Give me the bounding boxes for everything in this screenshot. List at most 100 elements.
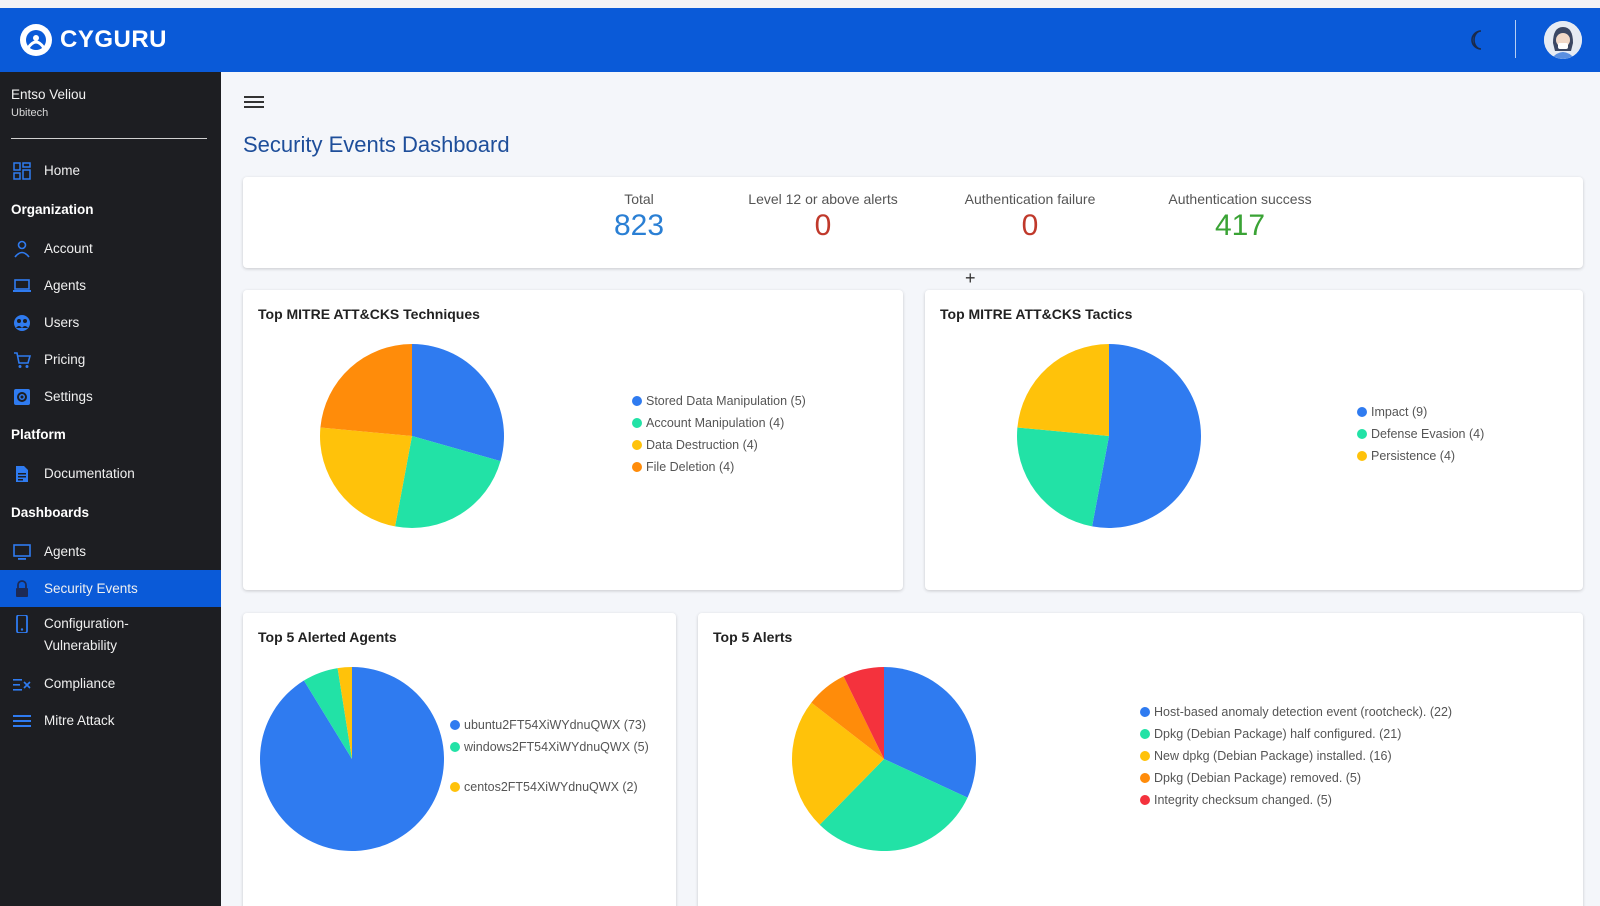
sidebar-item-account[interactable]: Account [0,230,221,267]
sidebar-item-label: Pricing [44,352,86,367]
page-title: Security Events Dashboard [243,132,510,157]
moon-icon[interactable] [1466,28,1490,52]
stat-value: 0 [814,209,832,242]
legend-item[interactable]: centos2FT54XiWYdnuQWX (2) [450,779,660,801]
legend-item[interactable]: Data Destruction (4) [632,437,892,459]
sidebar-item-security-events[interactable]: Security Events [0,570,221,607]
pie-slice[interactable] [1017,344,1109,436]
list-icon [13,714,31,727]
legend-label: Dpkg (Debian Package) half configured. (… [1154,727,1402,741]
pie-slice[interactable] [792,702,884,825]
sidebar-item-home[interactable]: Home [0,152,221,189]
pie-slice[interactable] [395,436,501,528]
sidebar-item-config-vulnerability[interactable]: Configuration-Vulnerability [0,609,221,661]
pie-slice[interactable] [320,427,412,527]
legend-dot-icon [632,440,642,450]
legend-item[interactable]: windows2FT54XiWYdnuQWX (5) [450,739,660,779]
user-org: Ubitech [11,107,49,119]
sidebar-item-documentation[interactable]: Documentation [0,455,221,492]
legend-item[interactable]: Account Manipulation (4) [632,415,892,437]
techniques-legend: Stored Data Manipulation (5) Account Mani… [632,393,892,481]
pie-slice[interactable] [811,676,884,759]
legend-item[interactable]: Integrity checksum changed. (5) [1140,792,1560,814]
pie-slice[interactable] [843,667,884,759]
legend-item[interactable]: Dpkg (Debian Package) removed. (5) [1140,770,1560,792]
legend-dot-icon [1357,407,1367,417]
legend-label: Defense Evasion (4) [1371,427,1485,441]
section-dashboards: Dashboards [11,505,90,520]
legend-item[interactable]: Impact (9) [1357,404,1557,426]
legend-label: centos2FT54XiWYdnuQWX (2) [464,780,638,794]
avatar[interactable] [1544,21,1582,59]
sidebar-item-label: Home [44,163,81,178]
lock-icon [16,579,28,597]
alerted-agents-pie-chart [260,667,444,851]
legend-dot-icon [450,782,460,792]
techniques-card: Top MITRE ATT&CKS Techniques Stored Data… [243,290,903,590]
sidebar-item-label: Agents [44,544,87,559]
stat-value: 0 [1021,209,1039,242]
legend-dot-icon [632,418,642,428]
legend-item[interactable]: Host-based anomaly detection event (root… [1140,704,1560,726]
sidebar-item-label: Account [44,241,93,256]
sidebar-item-settings[interactable]: Settings [0,378,221,415]
user-name: Entso Veliou [11,87,87,102]
pie-slice[interactable] [884,667,976,798]
sidebar-item-mitre-attack[interactable]: Mitre Attack [0,702,221,739]
dashboard-grid-icon [13,161,31,180]
legend-dot-icon [1140,773,1150,783]
pie-slice[interactable] [1017,427,1109,527]
top-alerts-legend: Host-based anomaly detection event (root… [1140,704,1560,814]
legend-label: Dpkg (Debian Package) removed. (5) [1154,771,1362,785]
sidebar-item-label: Users [44,315,80,330]
legend-item[interactable]: Persistence (4) [1357,448,1557,470]
legend-dot-icon [632,396,642,406]
legend-label: Persistence (4) [1371,449,1456,463]
sidebar-item-label: Compliance [44,676,116,691]
legend-item[interactable]: Dpkg (Debian Package) half configured. (… [1140,726,1560,748]
card-title: Top 5 Alerts [713,629,793,645]
cyguru-logo-icon [20,24,52,56]
legend-label: Data Destruction (4) [646,438,758,452]
legend-item[interactable]: ubuntu2FT54XiWYdnuQWX (73) [450,717,660,739]
legend-label: File Deletion (4) [646,460,735,474]
brand-name: CYGURU [60,26,168,53]
sidebar-item-pricing[interactable]: Pricing [0,341,221,378]
stats-card: Total 823 Level 12 or above alerts 0 Aut… [243,177,1583,268]
sidebar-item-agents[interactable]: Agents [0,267,221,304]
card-title: Top MITRE ATT&CKS Techniques [258,306,480,322]
legend-label: windows2FT54XiWYdnuQWX (5) [464,740,649,754]
sidebar-item-label: Configuration-Vulnerability [44,616,129,653]
sidebar-item-users[interactable]: Users [0,304,221,341]
pie-slice[interactable] [412,344,504,462]
legend-dot-icon [1357,451,1367,461]
tactics-legend: Impact (9) Defense Evasion (4) Persistence… [1357,404,1557,470]
appbar-divider [1515,20,1516,58]
app-bar: CYGURU [0,8,1600,72]
legend-dot-icon [632,462,642,472]
legend-item[interactable]: New dpkg (Debian Package) installed. (16… [1140,748,1560,770]
checklist-x-icon [13,678,31,691]
stat-label: Authentication failure [964,191,1096,207]
add-widget-icon[interactable]: + [965,268,976,288]
legend-label: Host-based anomaly detection event (root… [1154,705,1453,719]
menu-toggle-icon[interactable] [244,93,264,111]
sidebar-item-label: Documentation [44,466,135,481]
legend-dot-icon [450,720,460,730]
pie-slice[interactable] [303,668,352,759]
sidebar-item-compliance[interactable]: Compliance [0,665,221,702]
legend-item[interactable]: Defense Evasion (4) [1357,426,1557,448]
pie-slice[interactable] [1092,344,1201,528]
pie-slice[interactable] [320,344,412,436]
legend-label: New dpkg (Debian Package) installed. (16… [1154,749,1392,763]
legend-label: Impact (9) [1371,405,1428,419]
pie-slice[interactable] [819,759,968,851]
brand-logo[interactable]: CYGURU [18,22,167,58]
legend-item[interactable]: File Deletion (4) [632,459,892,481]
user-avatar-icon [1544,21,1582,59]
sidebar-item-dash-agents[interactable]: Agents [0,533,221,570]
tactics-card: Top MITRE ATT&CKS Tactics Impact (9) Defe… [925,290,1583,590]
card-title: Top MITRE ATT&CKS Tactics [940,306,1133,322]
legend-item[interactable]: Stored Data Manipulation (5) [632,393,892,415]
pie-slice[interactable] [337,667,352,759]
